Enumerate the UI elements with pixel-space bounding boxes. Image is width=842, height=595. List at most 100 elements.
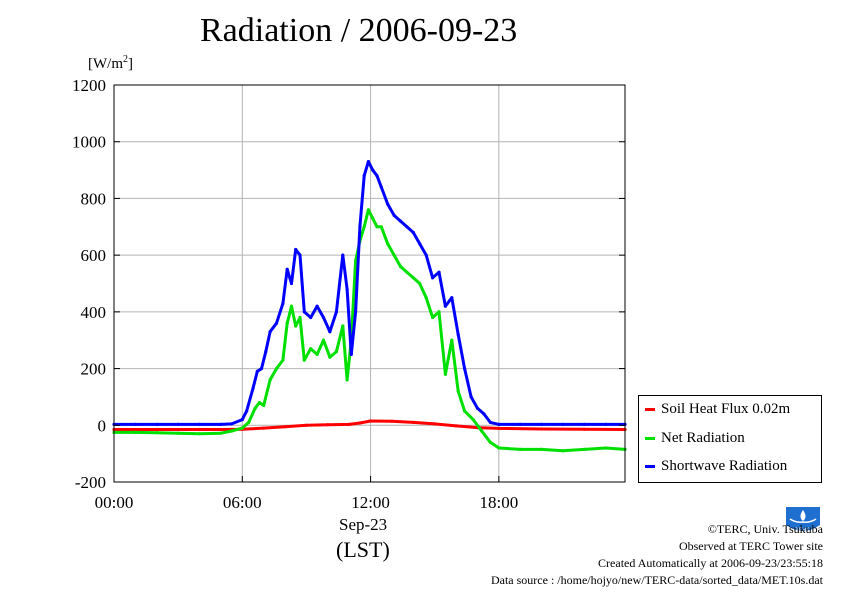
- data-point-short: [341, 253, 345, 257]
- data-point-short: [176, 422, 180, 426]
- data-point-short: [321, 315, 326, 320]
- data-point-short: [302, 310, 306, 314]
- data-point-short: [281, 301, 285, 305]
- data-point-short: [405, 225, 409, 229]
- data-point-short: [334, 310, 338, 314]
- data-point-short: [392, 213, 396, 217]
- data-point-net: [219, 431, 223, 435]
- data-point-net: [302, 358, 306, 362]
- plot-frame: [113, 84, 626, 483]
- data-point-net: [488, 440, 492, 444]
- data-point-short: [518, 422, 522, 426]
- data-point-short: [475, 406, 480, 410]
- data-point-short: [431, 276, 435, 280]
- data-point-short: [349, 352, 353, 356]
- data-point-net: [328, 355, 332, 359]
- data-point-short: [230, 422, 234, 426]
- data-point-soil: [433, 422, 437, 426]
- series-layer: [112, 160, 627, 453]
- data-point-short: [371, 168, 375, 172]
- chart-legend: Soil Heat Flux 0.02m Net Radiation Short…: [638, 395, 822, 483]
- data-point-net: [456, 389, 460, 393]
- data-point-net: [561, 449, 565, 453]
- series-line-net: [114, 208, 626, 453]
- legend-label-short: Shortwave Radiation: [661, 458, 788, 474]
- data-point-short: [561, 422, 565, 426]
- chart-title: Radiation / 2006-09-23: [200, 12, 518, 49]
- data-point-net: [405, 270, 409, 274]
- data-point-net: [230, 429, 234, 433]
- y-tick-label: 600: [81, 246, 107, 265]
- data-point-net: [582, 447, 587, 451]
- data-point-net: [371, 216, 375, 220]
- data-point-net: [315, 352, 319, 356]
- data-point-net: [379, 225, 383, 229]
- data-point-short: [264, 350, 268, 354]
- data-point-short: [259, 367, 264, 371]
- data-point-soil: [369, 419, 373, 423]
- data-point-short: [328, 330, 332, 334]
- legend-item-short: Shortwave Radiation: [645, 458, 787, 475]
- legend-item-net: Net Radiation: [645, 430, 745, 447]
- data-point-net: [155, 431, 159, 435]
- data-point-soil: [197, 427, 202, 432]
- data-point-net: [418, 281, 422, 286]
- data-point-net: [289, 304, 294, 308]
- data-point-short: [469, 395, 473, 399]
- data-point-net: [268, 378, 272, 382]
- y-tick-label: 400: [81, 303, 107, 322]
- data-point-soil: [347, 422, 351, 426]
- data-point-short: [386, 202, 390, 206]
- data-point-net: [398, 264, 403, 269]
- y-tick-label: 1200: [72, 76, 106, 95]
- data-point-net: [281, 358, 285, 362]
- data-point-net: [253, 406, 257, 410]
- data-point-short: [255, 369, 259, 373]
- data-point-soil: [219, 427, 223, 432]
- data-point-short: [251, 386, 255, 390]
- data-point-short: [604, 422, 608, 426]
- legend-swatch-short: [645, 465, 655, 469]
- data-point-short: [418, 242, 422, 246]
- data-point-net: [257, 401, 261, 405]
- data-point-net: [424, 296, 428, 300]
- data-point-net: [480, 429, 484, 433]
- data-point-short: [379, 185, 383, 189]
- legend-label-net: Net Radiation: [661, 430, 745, 446]
- legend-label-soil: Soil Heat Flux 0.02m: [661, 401, 791, 417]
- data-point-net: [133, 430, 137, 434]
- svg-text:TERC: TERC: [794, 527, 811, 534]
- data-point-soil: [326, 423, 330, 427]
- data-point-short: [582, 422, 587, 426]
- data-point-net: [375, 225, 379, 229]
- data-point-net: [386, 242, 390, 246]
- data-point-short: [274, 321, 279, 325]
- data-point-net: [366, 208, 370, 212]
- data-point-short: [463, 367, 467, 371]
- data-point-net: [309, 347, 313, 351]
- grid-lines: [114, 85, 625, 482]
- data-point-short: [488, 420, 492, 424]
- data-point-soil: [454, 424, 458, 428]
- data-point-net: [345, 378, 349, 382]
- footer-copyright: ©TERC, Univ. Tsukuba: [707, 522, 823, 536]
- data-point-short: [482, 412, 486, 416]
- data-point-net: [443, 372, 447, 376]
- data-point-short: [437, 270, 441, 274]
- data-point-short: [298, 253, 302, 257]
- y-tick-label: 1000: [72, 133, 106, 152]
- data-point-short: [245, 409, 249, 413]
- y-tick-label: 800: [81, 189, 107, 208]
- data-point-net: [321, 338, 326, 342]
- data-point-short: [411, 230, 415, 235]
- data-point-short: [354, 310, 358, 314]
- data-point-short: [285, 267, 289, 271]
- footer-created: Created Automatically at 2006-09-23/23:5…: [598, 556, 823, 570]
- data-point-net: [298, 315, 302, 320]
- data-point-net: [262, 403, 266, 407]
- data-point-net: [471, 418, 475, 422]
- data-point-net: [431, 315, 435, 320]
- data-point-net: [362, 225, 366, 229]
- data-point-short: [155, 422, 159, 426]
